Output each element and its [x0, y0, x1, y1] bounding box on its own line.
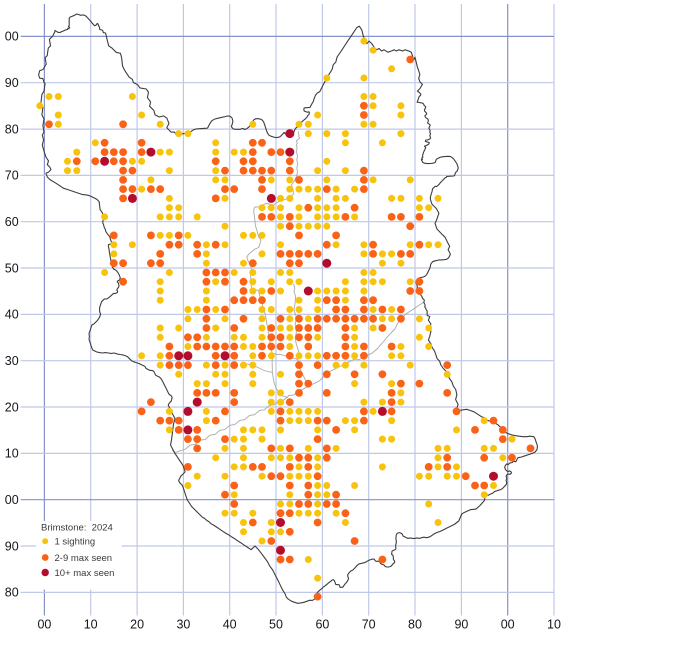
svg-text:10+ max seen: 10+ max seen	[55, 568, 115, 579]
svg-text:00: 00	[501, 618, 515, 632]
svg-text:90: 90	[5, 76, 19, 90]
svg-text:80: 80	[5, 586, 19, 600]
svg-text:10: 10	[5, 447, 19, 461]
svg-text:30: 30	[5, 354, 19, 368]
svg-text:Brimstone: 2024: Brimstone: 2024	[41, 523, 113, 534]
svg-text:30: 30	[176, 618, 190, 632]
svg-text:60: 60	[315, 618, 329, 632]
svg-text:80: 80	[5, 122, 19, 136]
svg-text:20: 20	[5, 400, 19, 414]
svg-text:10: 10	[547, 618, 561, 632]
svg-text:50: 50	[5, 261, 19, 275]
svg-text:80: 80	[408, 618, 422, 632]
svg-text:50: 50	[269, 618, 283, 632]
svg-text:70: 70	[5, 169, 19, 183]
svg-text:2-9 max seen: 2-9 max seen	[55, 553, 113, 564]
svg-text:00: 00	[37, 618, 51, 632]
svg-text:90: 90	[454, 618, 468, 632]
svg-text:00: 00	[5, 30, 19, 44]
svg-text:1 sighting: 1 sighting	[55, 537, 96, 548]
svg-text:40: 40	[5, 308, 19, 322]
svg-text:00: 00	[5, 493, 19, 507]
svg-text:90: 90	[5, 539, 19, 553]
svg-text:70: 70	[362, 618, 376, 632]
svg-text:40: 40	[223, 618, 237, 632]
svg-text:10: 10	[84, 618, 98, 632]
svg-text:20: 20	[130, 618, 144, 632]
svg-text:60: 60	[5, 215, 19, 229]
